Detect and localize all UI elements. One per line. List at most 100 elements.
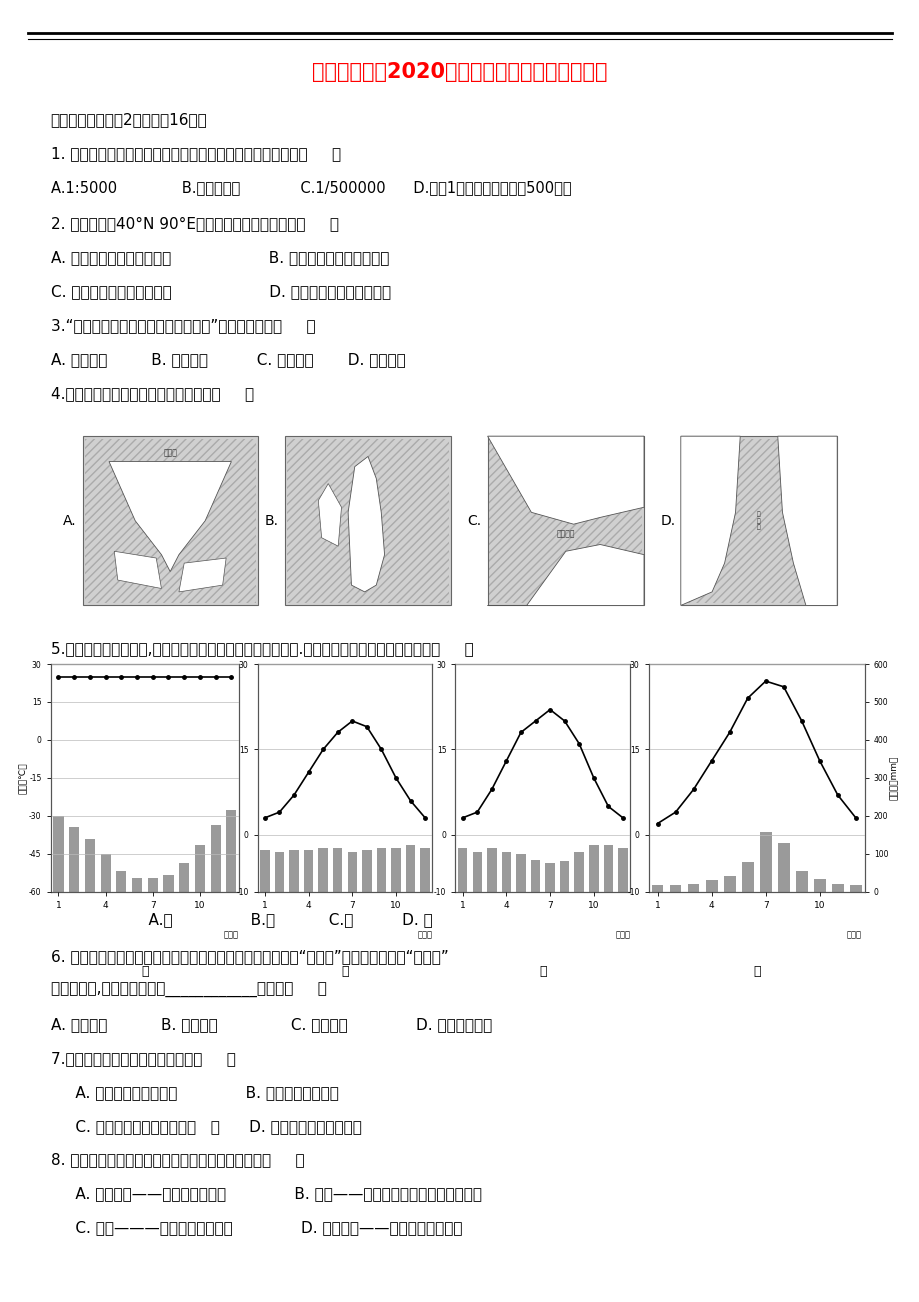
Bar xyxy=(131,878,142,892)
Bar xyxy=(795,871,807,892)
Text: （月）: （月） xyxy=(223,931,238,940)
Bar xyxy=(210,825,221,892)
Polygon shape xyxy=(109,461,232,572)
Bar xyxy=(723,876,734,892)
Bar xyxy=(849,885,861,892)
Bar xyxy=(53,816,63,892)
Bar xyxy=(116,871,126,892)
Text: 6. 泰安某中学的小明听爷爷述说夏日的星空：黎明时东方的“启明星”与傍晦时西方的“长庚星”: 6. 泰安某中学的小明听爷爷述说夏日的星空：黎明时东方的“启明星”与傍晦时西方的… xyxy=(51,949,448,965)
Bar xyxy=(669,885,681,892)
Polygon shape xyxy=(114,551,162,589)
Bar xyxy=(303,850,313,892)
Bar xyxy=(289,850,299,892)
Bar xyxy=(405,845,414,892)
Bar xyxy=(588,845,598,892)
Text: C. 西亚———石油、阿拉伯世界              D. 欧洲西部——发达国家、旅游业: C. 西亚———石油、阿拉伯世界 D. 欧洲西部——发达国家、旅游业 xyxy=(51,1220,461,1236)
Bar xyxy=(487,436,643,605)
Text: 丙: 丙 xyxy=(539,965,546,978)
Bar xyxy=(472,853,482,892)
Bar xyxy=(618,848,627,892)
Y-axis label: 降水量（mm）: 降水量（mm） xyxy=(889,755,898,801)
Bar xyxy=(759,832,771,892)
Text: （月）: （月） xyxy=(845,931,861,940)
Polygon shape xyxy=(680,436,740,605)
Text: 3.“人间四月芳菲尽，山寺桃花始盛开”的主要原因是（     ）: 3.“人间四月芳菲尽，山寺桃花始盛开”的主要原因是（ ） xyxy=(51,318,315,333)
Bar xyxy=(603,845,612,892)
Polygon shape xyxy=(777,436,836,605)
Bar xyxy=(83,436,257,605)
Bar xyxy=(195,845,205,892)
Text: A. 西半球、北半球、高纬度                    B. 东半球、北半球、中纬度: A. 西半球、北半球、高纬度 B. 东半球、北半球、中纬度 xyxy=(51,250,389,266)
Text: 8. 下列地理关键词与其所在区域搜配有误的一项是（     ）: 8. 下列地理关键词与其所在区域搜配有误的一项是（ ） xyxy=(51,1152,304,1168)
Bar xyxy=(179,863,189,892)
Bar xyxy=(831,884,843,892)
Bar xyxy=(347,853,357,892)
Bar xyxy=(545,863,554,892)
Bar xyxy=(682,439,834,603)
Text: 印
度
洋: 印 度 洋 xyxy=(756,512,760,530)
Bar xyxy=(560,862,569,892)
Text: A. 赤道附近的雨林地区              B. 高纬度的两极地区: A. 赤道附近的雨林地区 B. 高纬度的两极地区 xyxy=(51,1085,338,1100)
Text: A.: A. xyxy=(62,514,76,527)
Polygon shape xyxy=(487,544,643,605)
Text: A.1:5000              B.五万分之一             C.1/500000      D.图上1厘米代表实际距离500千米: A.1:5000 B.五万分之一 C.1/500000 D.图上1厘米代表实际距… xyxy=(51,180,571,195)
Text: 4.下列四幅图中，表示马六甲海峡的是（     ）: 4.下列四幅图中，表示马六甲海峡的是（ ） xyxy=(51,385,254,401)
Bar xyxy=(501,853,511,892)
Text: 1. 在图幅一定的情况下，下列哪种比例尺的地图内容最详细（     ）: 1. 在图幅一定的情况下，下列哪种比例尺的地图内容最详细（ ） xyxy=(51,146,340,161)
Text: 2. 关于某地（40°N 90°E）位置的叙述，正确的是（     ）: 2. 关于某地（40°N 90°E）位置的叙述，正确的是（ ） xyxy=(51,216,338,232)
Bar xyxy=(813,879,824,892)
Text: A. 极地地区——酷寒、极昼极夜              B. 南亚——三大地形区、温带海洋性气候: A. 极地地区——酷寒、极昼极夜 B. 南亚——三大地形区、温带海洋性气候 xyxy=(51,1186,481,1202)
Text: A.甲                B.乙           C.丙          D. 丁: A.甲 B.乙 C.丙 D. 丁 xyxy=(51,911,432,927)
Bar xyxy=(85,439,255,603)
Bar xyxy=(777,844,789,892)
Bar xyxy=(486,848,496,892)
Polygon shape xyxy=(347,457,384,592)
Text: C. 中低纬度近海的平原地区   。      D. 离海洋较远的内陆地区: C. 中低纬度近海的平原地区 。 D. 离海洋较远的内陆地区 xyxy=(51,1118,361,1134)
Bar xyxy=(100,854,110,892)
Bar xyxy=(391,848,401,892)
Bar xyxy=(164,875,174,892)
Text: A. 纬度因素         B. 地形因素          C. 海陆因素       D. 地球运动: A. 纬度因素 B. 地形因素 C. 海陆因素 D. 地球运动 xyxy=(51,352,405,367)
Bar xyxy=(226,810,236,892)
Bar xyxy=(362,850,371,892)
Text: 甲: 甲 xyxy=(141,965,149,978)
Text: A. 地球自转           B. 地球公转               C. 月球公转              D. 四季冷暖差异: A. 地球自转 B. 地球公转 C. 月球公转 D. 四季冷暖差异 xyxy=(51,1017,492,1032)
Text: 一．选择题（每题2分，共计16分）: 一．选择题（每题2分，共计16分） xyxy=(51,112,207,128)
Text: 三地中海: 三地中海 xyxy=(556,530,574,539)
Bar xyxy=(458,848,467,892)
Bar xyxy=(705,880,717,892)
Polygon shape xyxy=(318,483,341,547)
Bar xyxy=(285,436,450,605)
Polygon shape xyxy=(179,559,226,592)
Bar xyxy=(687,884,698,892)
Bar xyxy=(287,439,448,603)
Text: 5.荷兰的草场草质优良,这主要得益于其终年温暖湿演的气候.下图中能表示该国气候特征的是（     ）: 5.荷兰的草场草质优良,这主要得益于其终年温暖湿演的气候.下图中能表示该国气候特… xyxy=(51,641,473,656)
Text: 丁: 丁 xyxy=(752,965,760,978)
Bar xyxy=(530,859,539,892)
Text: 是同一飕星,这种现象主要与____________有关。（     ）: 是同一飕星,这种现象主要与____________有关。（ ） xyxy=(51,983,326,999)
Bar xyxy=(489,439,641,603)
Bar xyxy=(741,862,753,892)
Bar xyxy=(333,848,342,892)
Y-axis label: 气温（℃）: 气温（℃） xyxy=(18,762,28,794)
Bar xyxy=(260,850,269,892)
Text: C.: C. xyxy=(467,514,481,527)
Bar xyxy=(147,878,158,892)
Text: （月）: （月） xyxy=(417,931,432,940)
Bar xyxy=(651,885,663,892)
Bar xyxy=(376,848,386,892)
Text: C. 东半球、南半球、中纬度                    D. 西半球、北半球、低纬度: C. 东半球、南半球、中纬度 D. 西半球、北半球、低纬度 xyxy=(51,284,391,299)
Bar xyxy=(275,853,284,892)
Text: 甘肃省靖远县2020届九年级地理上学期期中试题: 甘肃省靖远县2020届九年级地理上学期期中试题 xyxy=(312,61,607,82)
Text: B.: B. xyxy=(265,514,278,527)
Text: 7.世界人口比较稠密的地区多位于（     ）: 7.世界人口比较稠密的地区多位于（ ） xyxy=(51,1051,235,1066)
Text: （月）: （月） xyxy=(615,931,630,940)
Bar xyxy=(680,436,836,605)
Bar xyxy=(69,827,79,892)
Bar xyxy=(85,838,95,892)
Polygon shape xyxy=(487,436,643,525)
Bar xyxy=(420,848,429,892)
Text: 乙: 乙 xyxy=(341,965,348,978)
Bar xyxy=(573,853,584,892)
Bar xyxy=(516,854,525,892)
